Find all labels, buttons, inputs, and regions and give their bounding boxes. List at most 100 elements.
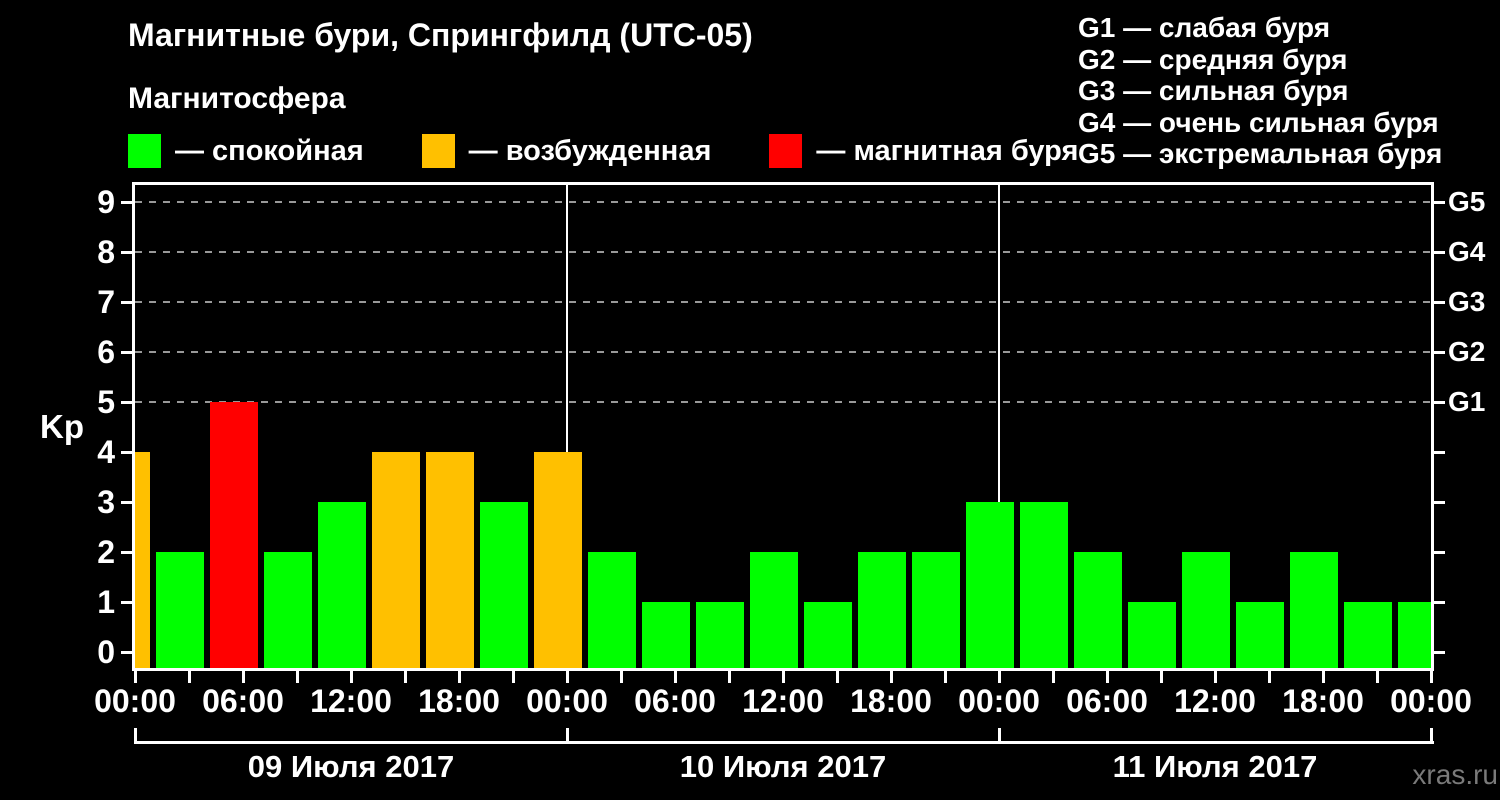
magnetosphere-label: Магнитосфера <box>128 82 346 115</box>
y-tick-label: 4 <box>97 434 115 470</box>
x-tick <box>943 670 947 683</box>
y-tick-label: 6 <box>97 334 115 370</box>
g-scale-label: G4 <box>1448 236 1486 267</box>
x-tick-label: 00:00 <box>958 683 1040 719</box>
x-tick <box>565 670 569 683</box>
kp-bar <box>156 552 204 668</box>
excited-color-swatch <box>421 134 455 168</box>
legend-label-calm: — спокойная <box>175 134 364 167</box>
x-tick <box>1105 670 1109 683</box>
legend-item-storm: — магнитная буря <box>769 134 1078 168</box>
kp-bar <box>1398 602 1431 668</box>
x-tick <box>1213 670 1217 683</box>
y-tick-label: 9 <box>97 184 115 220</box>
storm-scale-g4: G4 — очень сильная буря <box>1078 106 1439 138</box>
y-tick-right <box>1432 250 1445 254</box>
day-boundary-line <box>566 185 568 668</box>
y-tick-left <box>121 600 134 604</box>
y-tick-right <box>1432 200 1445 204</box>
kp-bar <box>1020 502 1068 668</box>
kp-bar <box>264 552 312 668</box>
kp-bar <box>534 452 582 668</box>
date-label: 11 Июля 2017 <box>1112 749 1318 784</box>
date-bracket-tick <box>997 728 1001 744</box>
x-tick-label: 18:00 <box>418 683 500 719</box>
plot-area <box>135 185 1431 668</box>
y-tick-label: 1 <box>97 584 115 620</box>
y-tick-label: 0 <box>97 634 115 670</box>
kp-gridline <box>135 201 1431 203</box>
y-tick-left <box>121 250 134 254</box>
y-tick-right <box>1432 300 1445 304</box>
x-tick-label: 18:00 <box>850 683 932 719</box>
y-tick-left <box>121 550 134 554</box>
x-tick <box>241 670 245 683</box>
x-tick-label: 00:00 <box>1390 683 1472 719</box>
g-scale-label: G1 <box>1448 386 1486 417</box>
y-tick-left <box>121 450 134 454</box>
kp-bar <box>1074 552 1122 668</box>
kp-bar <box>804 602 852 668</box>
g-scale-label: G5 <box>1448 186 1486 217</box>
x-tick <box>349 670 353 683</box>
x-tick <box>1051 670 1055 683</box>
y-tick-right <box>1432 400 1445 404</box>
kp-bar <box>858 552 906 668</box>
y-tick-left <box>121 300 134 304</box>
kp-bar <box>480 502 528 668</box>
date-label: 10 Июля 2017 <box>679 749 887 784</box>
kp-bar <box>426 452 474 668</box>
y-tick-right <box>1432 350 1445 354</box>
storm-scale-g5: G5 — экстремальная буря <box>1078 138 1443 169</box>
x-tick <box>1159 670 1163 683</box>
date-label: 09 Июля 2017 <box>247 749 455 784</box>
x-tick <box>997 670 1001 683</box>
legend-label-excited: — возбужденная <box>468 134 712 167</box>
kp-bar <box>966 502 1014 668</box>
plot-frame <box>132 182 1434 671</box>
kp-bar <box>135 452 150 668</box>
y-tick-label: 8 <box>97 234 115 270</box>
x-tick <box>403 670 407 683</box>
x-tick <box>835 670 839 683</box>
g-scale-label: G2 <box>1448 336 1486 367</box>
storm-scale-g1: G1 — слабая буря <box>1078 12 1331 43</box>
date-bracket-tick <box>565 728 569 744</box>
x-tick-label: 12:00 <box>310 683 392 719</box>
calm-color-swatch <box>128 134 161 168</box>
x-tick <box>133 670 137 683</box>
kp-bar <box>696 602 744 668</box>
kp-bar <box>588 552 636 668</box>
kp-gridline <box>135 251 1431 253</box>
y-tick-left <box>121 400 134 404</box>
kp-gridline <box>135 401 1431 403</box>
y-tick-label: 3 <box>97 484 115 520</box>
storm-scale-legend: G1 — слабая буря G2 — средняя буря G3 — … <box>1078 12 1442 170</box>
day-boundary-line <box>998 185 1000 668</box>
x-tick <box>295 670 299 683</box>
kp-bar <box>1182 552 1230 668</box>
storm-scale-g2: G2 — средняя буря <box>1078 43 1348 75</box>
x-tick <box>1321 670 1325 683</box>
kp-bar <box>642 602 690 668</box>
storm-scale-g3: G3 — сильная буря <box>1078 75 1349 106</box>
x-tick <box>187 670 191 683</box>
legend-label-storm: — магнитная буря <box>816 134 1079 167</box>
x-tick-label: 06:00 <box>202 683 284 719</box>
legend-item-excited: — возбужденная <box>421 134 712 168</box>
y-tick-label: 2 <box>97 534 115 570</box>
y-tick-left <box>121 500 134 504</box>
x-tick <box>889 670 893 683</box>
watermark: xras.ru <box>1412 759 1498 790</box>
kp-bar <box>1344 602 1392 668</box>
chart-title: Магнитные бури, Спрингфилд (UTC-05) <box>128 17 753 53</box>
x-tick <box>673 670 677 683</box>
x-tick-label: 06:00 <box>634 683 716 719</box>
kp-bar <box>750 552 798 668</box>
kp-bar <box>1128 602 1176 668</box>
kp-bar <box>1236 602 1284 668</box>
y-tick-right <box>1432 450 1445 454</box>
kp-bar <box>912 552 960 668</box>
x-tick <box>619 670 623 683</box>
